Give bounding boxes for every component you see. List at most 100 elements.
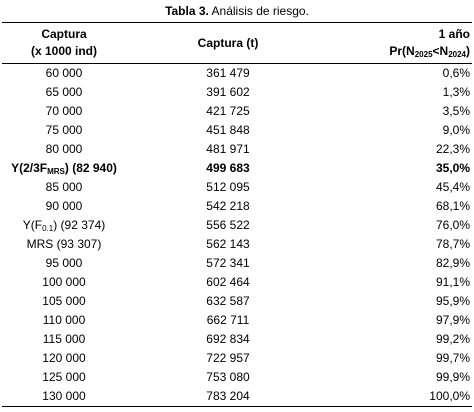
cell-text: 110 000: [42, 313, 86, 327]
cell-text-subscript: MRS: [47, 167, 65, 176]
header-text: (x 1000 ind): [30, 44, 98, 58]
header-text: Captura: [41, 27, 87, 41]
table-cell: 97,9%: [330, 311, 472, 330]
header-line: Captura (t): [128, 35, 328, 52]
table-cell: 45,4%: [330, 178, 472, 197]
header-text-part: Pr(N: [389, 44, 415, 58]
cell-text: 125 000: [42, 370, 86, 384]
table-cell: 100 000: [2, 273, 126, 292]
table-cell: 99,7%: [330, 349, 472, 368]
cell-text: 692 834: [206, 332, 250, 346]
table-cell: 68,1%: [330, 197, 472, 216]
cell-text: 572 341: [206, 256, 250, 270]
table-cell: 85 000: [2, 178, 126, 197]
cell-text: 78,7%: [435, 237, 470, 251]
table-cell: 391 602: [126, 83, 330, 102]
header-text-part: <N: [432, 44, 449, 58]
cell-text: 722 957: [206, 351, 250, 365]
cell-text: 82,9%: [435, 256, 470, 270]
cell-text: 99,7%: [435, 351, 470, 365]
cell-text: 542 218: [206, 199, 250, 213]
table-cell: 542 218: [126, 197, 330, 216]
table-cell: 22,3%: [330, 140, 472, 159]
table-cell: 481 971: [126, 140, 330, 159]
table-row: 125 000 753 080 99,9%: [2, 368, 472, 387]
table-cell: 60 000: [2, 64, 126, 84]
cell-text: 602 464: [206, 275, 250, 289]
title-label: Tabla 3.: [165, 4, 209, 18]
cell-text: 512 095: [206, 180, 250, 194]
cell-text: 115 000: [42, 332, 86, 346]
cell-text: 76,0%: [435, 218, 470, 232]
cell-text: MRS (93 307): [26, 237, 102, 251]
header-cell: 1 año Pr(N2025<N2024): [330, 23, 472, 64]
cell-text: 85 000: [45, 180, 83, 194]
cell-text: 80 000: [45, 142, 83, 156]
cell-text-part: Y(2/3F: [11, 161, 48, 175]
table-cell: 499 683: [126, 159, 330, 178]
table-cell: 512 095: [126, 178, 330, 197]
table-row: 85 000 512 095 45,4%: [2, 178, 472, 197]
table-row: 70 000 421 725 3,5%: [2, 102, 472, 121]
table-cell: 82,9%: [330, 254, 472, 273]
table-row: 130 000 783 204 100,0%: [2, 387, 472, 407]
header-text-subscript: 2025: [414, 50, 433, 59]
table-cell: 3,5%: [330, 102, 472, 121]
header-text-part: ): [466, 44, 470, 58]
table-cell: 783 204: [126, 387, 330, 407]
table-cell: 70 000: [2, 102, 126, 121]
table-row: 75 000 451 848 9,0%: [2, 121, 472, 140]
table-row: 110 000 662 711 97,9%: [2, 311, 472, 330]
table-cell: 105 000: [2, 292, 126, 311]
cell-text: 99,9%: [435, 370, 470, 384]
header-text-subscript: 2024: [448, 50, 466, 59]
table-cell: MRS (93 307): [2, 235, 126, 254]
table-cell: 753 080: [126, 368, 330, 387]
cell-text: 100 000: [42, 275, 86, 289]
cell-text: 499 683: [206, 161, 250, 175]
table-cell: 662 711: [126, 311, 330, 330]
table-cell: 99,9%: [330, 368, 472, 387]
table-cell: 722 957: [126, 349, 330, 368]
table-row: 90 000 542 218 68,1%: [2, 197, 472, 216]
table-cell: 421 725: [126, 102, 330, 121]
cell-text: 95,9%: [435, 294, 470, 308]
cell-text: 391 602: [206, 85, 250, 99]
cell-text: 0,6%: [442, 66, 470, 80]
table-cell: 692 834: [126, 330, 330, 349]
table-cell: Y(2/3FMRS) (82 940): [2, 159, 126, 178]
header-line: (x 1000 ind): [4, 43, 124, 60]
table-title: Tabla 3. Análisis de riesgo.: [0, 0, 474, 22]
cell-text: 100,0%: [429, 389, 470, 403]
cell-text-subscript: 0.1: [42, 224, 54, 233]
cell-text: 556 522: [206, 218, 250, 232]
header-line: 1 año: [332, 26, 470, 43]
table-cell: 95 000: [2, 254, 126, 273]
header-text: 1 año: [438, 27, 470, 41]
table-row: 65 000 391 602 1,3%: [2, 83, 472, 102]
risk-table: Captura (x 1000 ind) Captura (t) 1 año Pr(N2…: [2, 22, 472, 407]
cell-text: 90 000: [45, 199, 83, 213]
cell-text: 421 725: [206, 104, 250, 118]
table-row: 80 000 481 971 22,3%: [2, 140, 472, 159]
cell-text: 35,0%: [435, 161, 470, 175]
table-cell: 110 000: [2, 311, 126, 330]
cell-text: 65 000: [45, 85, 83, 99]
cell-text: 562 143: [206, 237, 250, 251]
table-row: 100 000 602 464 91,1%: [2, 273, 472, 292]
cell-text: 451 848: [206, 123, 250, 137]
cell-text: 99,2%: [435, 332, 470, 346]
cell-text: 60 000: [45, 66, 83, 80]
cell-text: 632 587: [206, 294, 250, 308]
header-cell: Captura (t): [126, 23, 330, 64]
cell-text: 95 000: [45, 256, 83, 270]
table-row: 105 000 632 587 95,9%: [2, 292, 472, 311]
header-cell: Captura (x 1000 ind): [2, 23, 126, 64]
table-cell: 0,6%: [330, 64, 472, 84]
table-cell: 80 000: [2, 140, 126, 159]
table-row: 60 000 361 479 0,6%: [2, 64, 472, 84]
table-cell: 556 522: [126, 216, 330, 235]
cell-text: 662 711: [206, 313, 250, 327]
table-cell: 78,7%: [330, 235, 472, 254]
